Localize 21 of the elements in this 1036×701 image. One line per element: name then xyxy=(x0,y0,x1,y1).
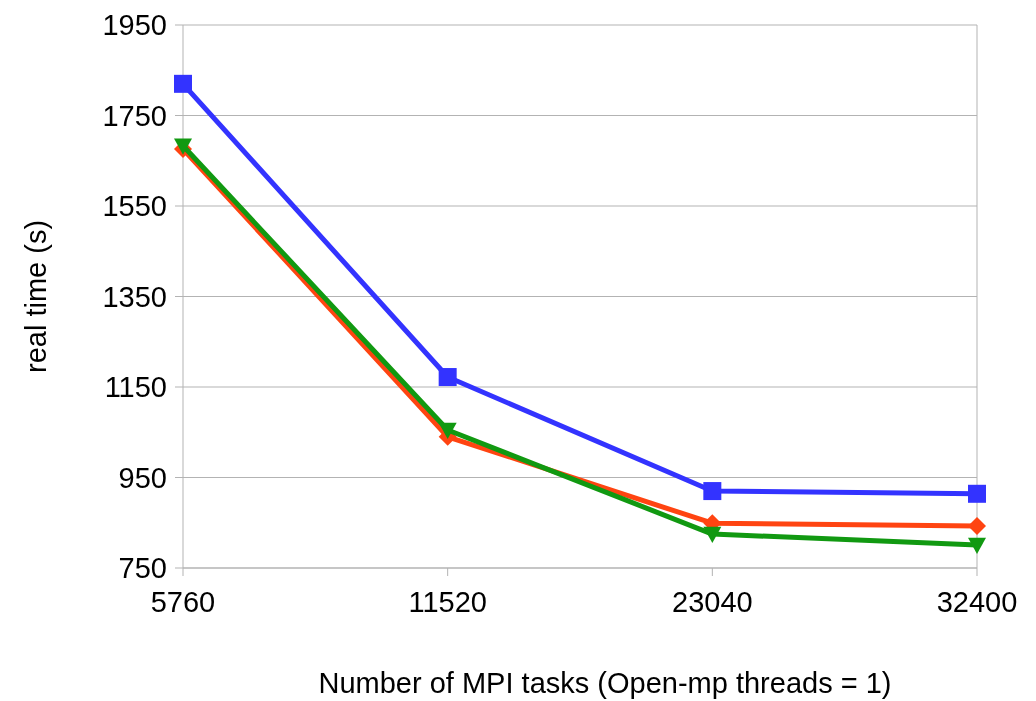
x-tick-label: 23040 xyxy=(672,586,753,618)
y-tick-label: 1150 xyxy=(104,371,167,404)
point xyxy=(703,526,722,544)
x-tick-label: 11520 xyxy=(408,586,487,618)
y-tick-label: 1750 xyxy=(102,99,167,132)
point xyxy=(968,537,986,554)
point xyxy=(174,74,192,93)
point xyxy=(968,484,986,503)
point xyxy=(438,368,457,387)
y-tick-label: 1350 xyxy=(102,280,167,313)
x-tick-label: 5760 xyxy=(150,586,216,618)
x-tick-label: 32400 xyxy=(936,586,1018,618)
y-tick-label: 750 xyxy=(118,552,167,585)
y-tick-label: 1950 xyxy=(102,9,167,42)
x-axis-title: Number of MPI tasks (Open-mp threads = 1) xyxy=(318,667,892,699)
point xyxy=(438,422,457,439)
point xyxy=(968,516,986,535)
y-tick-label: 1550 xyxy=(102,190,167,223)
point xyxy=(703,482,722,501)
y-axis-title: real time (s) xyxy=(20,219,52,374)
y-tick-label: 950 xyxy=(118,461,167,494)
